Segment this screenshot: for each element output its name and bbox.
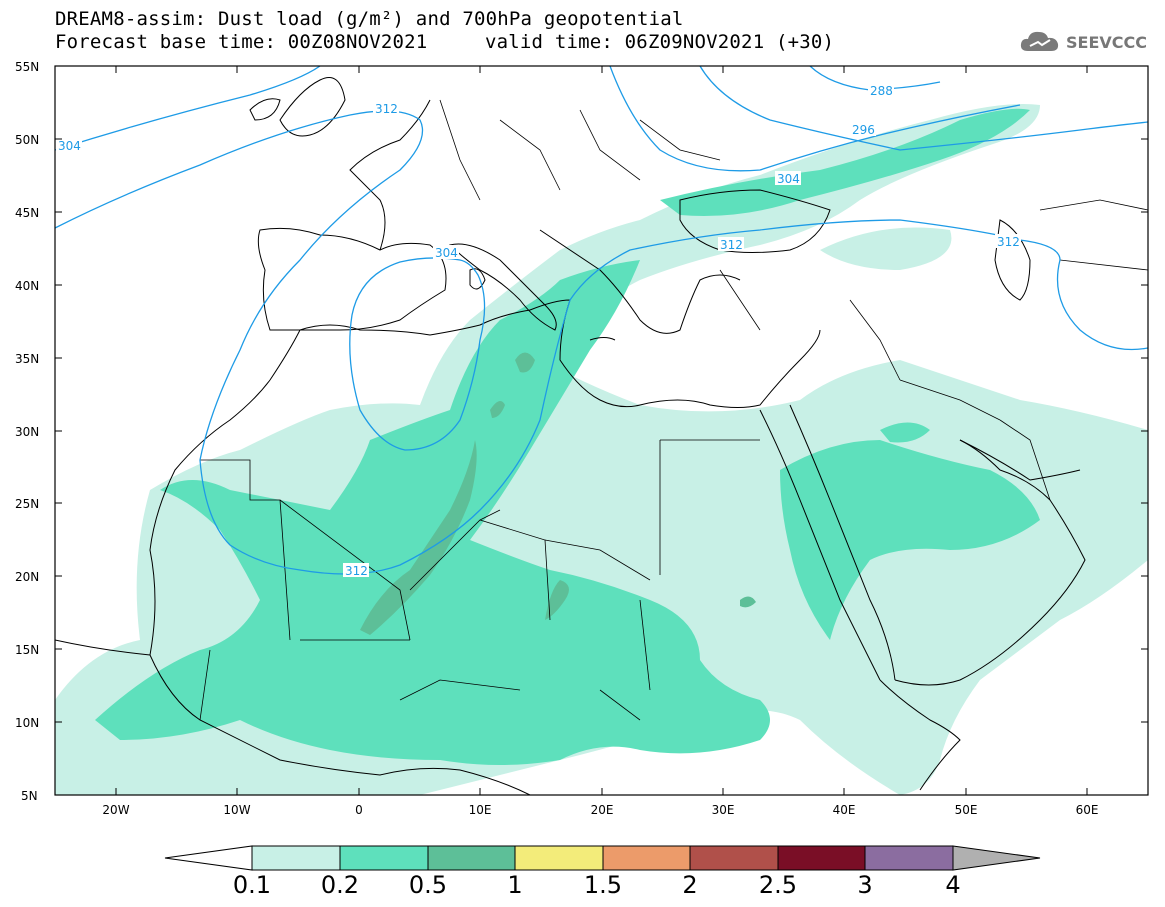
coastlines xyxy=(55,77,1086,795)
lat-label-55n: 55N xyxy=(15,60,39,74)
colorbar-label-4: 4 xyxy=(945,871,960,899)
contour-296 xyxy=(609,66,1021,172)
lon-label-0: 0 xyxy=(355,803,363,817)
colorbar-segment-2 xyxy=(427,845,516,871)
colorbar: 0.1 0.2 0.5 1 1.5 2 2.5 3 4 xyxy=(164,845,1041,899)
cloud-icon xyxy=(1020,31,1059,51)
title-base-time: Forecast base time: 00Z08NOV2021 xyxy=(55,31,428,53)
lat-label-20n: 20N xyxy=(15,570,39,584)
seevccc-logo: SEEVCCC xyxy=(1018,26,1147,58)
contour-label-304-west: 304 xyxy=(58,139,81,153)
colorbar-label-2: 2 xyxy=(682,871,697,899)
lat-label-45n: 45N xyxy=(15,206,39,220)
lat-label-25n: 25N xyxy=(15,497,39,511)
colorbar-upper-arrow xyxy=(952,845,1041,871)
colorbar-lower-arrow xyxy=(164,845,253,871)
lon-label-20e: 20E xyxy=(591,803,614,817)
dust-dark-layer xyxy=(360,352,756,635)
lon-label-60e: 60E xyxy=(1076,803,1099,817)
contour-labels: 304 312 304 312 288 296 304 312 312 xyxy=(56,83,1021,578)
colorbar-segment-7 xyxy=(864,845,954,871)
latitude-labels: 55N 50N 45N 40N 35N 30N 25N 20N 15N 10N … xyxy=(15,60,39,803)
contour-label-304-east: 304 xyxy=(777,172,800,186)
lon-label-40e: 40E xyxy=(833,803,856,817)
geopotential-contours xyxy=(55,66,1148,575)
colorbar-label-3: 3 xyxy=(857,871,872,899)
contour-304-west xyxy=(55,66,321,151)
lon-label-50e: 50E xyxy=(955,803,978,817)
lon-label-20w: 20W xyxy=(102,803,129,817)
title-valid-time: valid time: 06Z09NOV2021 (+30) xyxy=(485,31,835,53)
lon-label-30e: 30E xyxy=(712,803,735,817)
contour-label-304-loop: 304 xyxy=(435,246,458,260)
contour-label-312-east: 312 xyxy=(720,238,743,252)
colorbar-segment-0 xyxy=(251,845,341,871)
dust-medium-layer xyxy=(95,108,1040,765)
lat-label-40n: 40N xyxy=(15,279,39,293)
logo-text: SEEVCCC xyxy=(1066,32,1147,52)
colorbar-label-0-2: 0.2 xyxy=(321,871,359,899)
contour-312-west xyxy=(55,110,1148,575)
colorbar-segment-3 xyxy=(514,845,604,871)
lat-label-5n: 5N xyxy=(21,789,38,803)
contour-label-296: 296 xyxy=(852,123,875,137)
lat-label-35n: 35N xyxy=(15,352,39,366)
longitude-labels: 20W 10W 0 10E 20E 30E 40E 50E 60E xyxy=(102,803,1098,817)
title-line1: DREAM8-assim: Dust load (g/m²) and 700hP… xyxy=(55,8,684,30)
colorbar-label-1-5: 1.5 xyxy=(584,871,622,899)
contour-label-312-south: 312 xyxy=(345,564,368,578)
colorbar-label-0-5: 0.5 xyxy=(409,871,447,899)
map-area: 304 312 304 312 288 296 304 312 312 xyxy=(55,66,1148,795)
colorbar-label-2-5: 2.5 xyxy=(759,871,797,899)
colorbar-segment-6 xyxy=(777,845,866,871)
lon-label-10w: 10W xyxy=(223,803,250,817)
lat-label-15n: 15N xyxy=(15,643,39,657)
colorbar-segment-5 xyxy=(689,845,779,871)
colorbar-segment-1 xyxy=(339,845,429,871)
country-borders xyxy=(199,99,1148,721)
contour-304-east xyxy=(699,66,1148,151)
lat-label-30n: 30N xyxy=(15,425,39,439)
colorbar-label-1: 1 xyxy=(507,871,522,899)
axis-ticks xyxy=(55,65,1148,795)
colorbar-label-0-1: 0.1 xyxy=(233,871,271,899)
lon-label-10e: 10E xyxy=(469,803,492,817)
contour-label-288: 288 xyxy=(870,84,893,98)
contour-label-312-north: 312 xyxy=(375,102,398,116)
lat-label-10n: 10N xyxy=(15,716,39,730)
contour-label-312-far-east: 312 xyxy=(997,235,1020,249)
lat-label-50n: 50N xyxy=(15,133,39,147)
colorbar-segment-4 xyxy=(602,845,691,871)
contour-304-loop xyxy=(349,257,486,451)
